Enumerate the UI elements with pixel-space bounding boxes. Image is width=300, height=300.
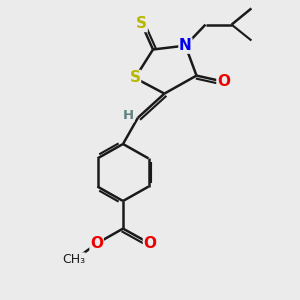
Text: O: O — [217, 74, 230, 89]
Text: O: O — [143, 236, 157, 251]
Text: O: O — [90, 236, 103, 251]
Text: CH₃: CH₃ — [62, 253, 85, 266]
Text: S: S — [130, 70, 140, 86]
Text: S: S — [136, 16, 147, 32]
Text: H: H — [123, 109, 134, 122]
Text: N: N — [179, 38, 192, 53]
